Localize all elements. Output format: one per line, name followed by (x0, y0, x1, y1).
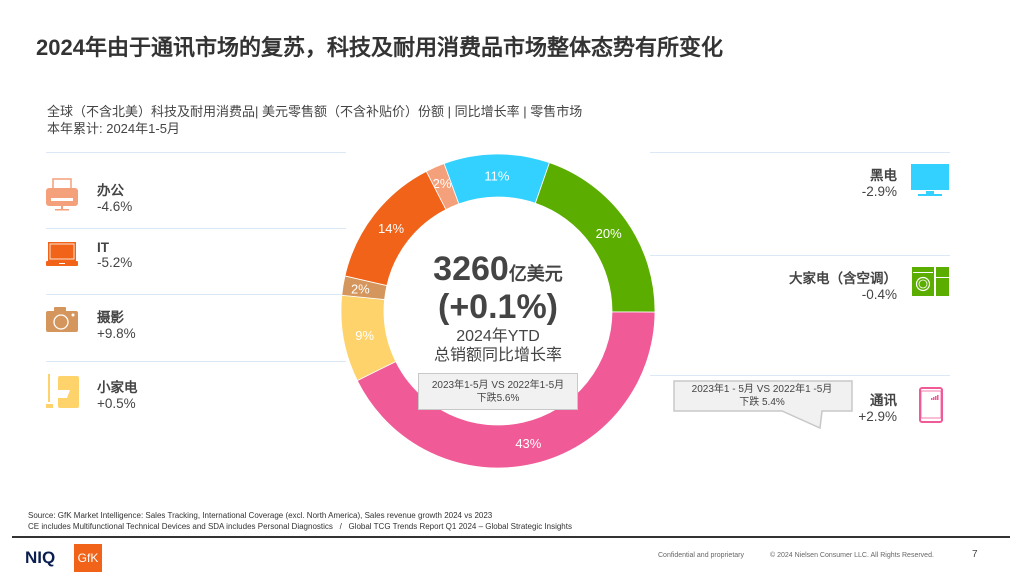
footer-divider (12, 536, 1010, 538)
category-value: -4.6% (97, 199, 133, 214)
center-total: 3260亿美元 (+0.1%) 2024年YTD 总销额同比增长率 (398, 250, 598, 365)
category-label: 小家电 (97, 380, 138, 395)
callout-center: 2023年1-5月 VS 2022年1-5月 下跌5.6% (418, 373, 578, 410)
total-amount: 3260 (433, 250, 509, 288)
total-unit: 亿美元 (508, 264, 563, 284)
category-tv: 黑电 -2.9% (862, 164, 897, 199)
camera-icon (46, 307, 78, 332)
small-appliance-icon (46, 374, 79, 408)
confidential-text: Confidential and proprietary (658, 552, 744, 559)
subtitle-text: 全球（不含北美）科技及耐用消费品| 美元零售额（不含补贴价）份额 | 同比增长率… (47, 104, 583, 119)
slice-label: 14% (378, 221, 404, 236)
divider (650, 255, 950, 256)
category-value: +2.9% (858, 409, 897, 424)
page-title: 2024年由于通讯市场的复苏，科技及耐用消费品市场整体态势有所变化 (36, 35, 723, 60)
category-label: 黑电 (870, 168, 897, 183)
slice-label: 9% (355, 328, 374, 343)
smartphone-icon (919, 387, 943, 423)
category-value: -2.9% (861, 184, 897, 199)
category-value: -0.4% (861, 287, 897, 302)
slice-label: 2% (351, 281, 370, 296)
divider (46, 228, 346, 229)
callout-line1: 2023年1 - 5月 VS 2022年1 -5月 (691, 384, 833, 395)
period-text: 本年累计: 2024年1-5月 (47, 121, 180, 136)
category-small-appliance: 小家电 +0.5% (97, 376, 138, 411)
divider (650, 375, 950, 376)
callout-line2: 下跌 5.4% (739, 397, 785, 408)
callout-right: 2023年1 - 5月 VS 2022年1 -5月 下跌 5.4% (674, 383, 850, 409)
laptop-icon (46, 242, 78, 266)
source-note-2: CE includes Multifunctional Technical De… (28, 522, 572, 531)
printer-icon (46, 178, 78, 211)
tv-icon (911, 164, 949, 196)
source-note: Source: GfK Market Intelligence: Sales T… (28, 511, 493, 520)
divider (46, 294, 346, 295)
category-label: IT (97, 240, 109, 255)
category-major-appliance: 大家电（含空调） -0.4% (789, 267, 897, 302)
slice-label: 43% (515, 436, 541, 451)
category-label: 大家电（含空调） (789, 271, 897, 286)
category-it: IT -5.2% (97, 240, 132, 270)
copyright-text: © 2024 Nielsen Consumer LLC. All Rights … (770, 552, 934, 559)
category-label: 通讯 (870, 393, 897, 408)
niq-logo: NIQ (25, 548, 56, 567)
divider (650, 152, 950, 153)
washer-fridge-icon (912, 267, 949, 296)
page-number: 7 (972, 549, 978, 560)
subtitle: 全球（不含北美）科技及耐用消费品| 美元零售额（不含补贴价）份额 | 同比增长率… (47, 103, 582, 137)
callout-right-shape (673, 380, 853, 430)
center-line2: 总销额同比增长率 (433, 347, 562, 364)
category-value: +9.8% (97, 326, 136, 341)
category-label: 摄影 (97, 310, 124, 325)
callout-line2: 下跌5.6% (476, 393, 520, 404)
category-office: 办公 -4.6% (97, 179, 132, 214)
callout-line1: 2023年1-5月 VS 2022年1-5月 (431, 380, 565, 391)
divider (46, 152, 346, 153)
category-value: -5.2% (97, 255, 133, 270)
category-photo: 摄影 +9.8% (97, 306, 136, 341)
category-label: 办公 (97, 183, 124, 198)
total-growth: (+0.1%) (438, 288, 558, 326)
slice-label: 11% (484, 169, 509, 184)
slice-label: 20% (596, 226, 622, 241)
donut-slice-6 (344, 170, 447, 287)
category-telecom: 通讯 +2.9% (858, 389, 897, 424)
divider (46, 361, 346, 362)
slice-label: 2% (433, 176, 452, 191)
center-line1: 2024年YTD (456, 328, 540, 345)
gfk-logo: GfK (74, 544, 102, 572)
category-value: +0.5% (97, 396, 136, 411)
